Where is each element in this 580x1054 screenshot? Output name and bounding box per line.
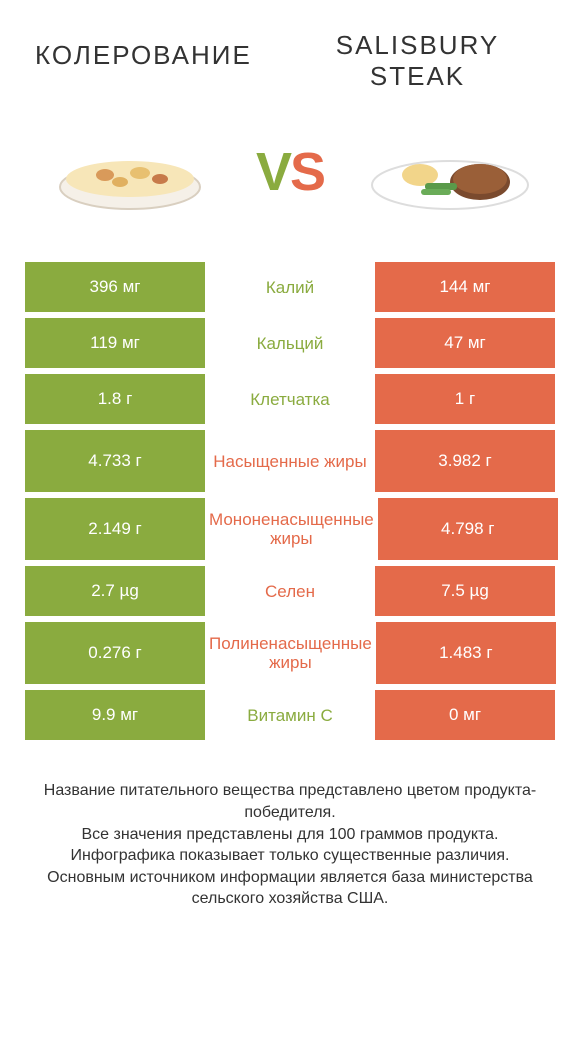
value-right: 1 г (375, 374, 555, 424)
table-row: 2.7 µgСелен7.5 µg (25, 566, 555, 616)
value-left: 396 мг (25, 262, 205, 312)
value-right: 7.5 µg (375, 566, 555, 616)
value-left: 9.9 мг (25, 690, 205, 740)
titles-row: КОЛЕРОВАНИЕ SALISBURY STEAK (25, 30, 555, 92)
vs-v: V (256, 142, 290, 202)
food-image-left (45, 127, 215, 217)
table-row: 4.733 гНасыщенные жиры3.982 г (25, 430, 555, 492)
nutrient-label: Кальций (205, 318, 375, 368)
images-row: VS (25, 127, 555, 217)
footer-line-2: Все значения представлены для 100 граммо… (35, 824, 545, 846)
value-right: 1.483 г (376, 622, 556, 684)
nutrient-label: Мононенасыщенные жиры (205, 498, 378, 560)
value-left: 4.733 г (25, 430, 205, 492)
table-row: 9.9 мгВитамин C0 мг (25, 690, 555, 740)
table-row: 396 мгКалий144 мг (25, 262, 555, 312)
title-right: SALISBURY STEAK (290, 30, 545, 92)
value-right: 0 мг (375, 690, 555, 740)
vs-label: VS (256, 141, 324, 203)
footer-notes: Название питательного вещества представл… (25, 780, 555, 910)
nutrient-label: Полиненасыщенные жиры (205, 622, 376, 684)
nutrient-label: Калий (205, 262, 375, 312)
value-right: 4.798 г (378, 498, 558, 560)
table-row: 119 мгКальций47 мг (25, 318, 555, 368)
nutrient-label: Клетчатка (205, 374, 375, 424)
vs-s: S (290, 142, 324, 202)
nutrient-label: Насыщенные жиры (205, 430, 375, 492)
value-left: 2.149 г (25, 498, 205, 560)
nutrient-table: 396 мгКалий144 мг 119 мгКальций47 мг 1.8 г… (25, 262, 555, 740)
footer-line-4: Основным источником информации является … (35, 867, 545, 910)
footer-line-1: Название питательного вещества представл… (35, 780, 545, 823)
table-row: 1.8 гКлетчатка1 г (25, 374, 555, 424)
casserole-icon (45, 127, 215, 217)
nutrient-label: Селен (205, 566, 375, 616)
value-right: 47 мг (375, 318, 555, 368)
title-left: КОЛЕРОВАНИЕ (35, 30, 290, 71)
steak-plate-icon (365, 127, 535, 217)
value-right: 144 мг (375, 262, 555, 312)
value-left: 119 мг (25, 318, 205, 368)
table-row: 0.276 гПолиненасыщенные жиры1.483 г (25, 622, 555, 684)
footer-line-3: Инфографика показывает только существенн… (35, 845, 545, 867)
value-right: 3.982 г (375, 430, 555, 492)
table-row: 2.149 гМононенасыщенные жиры4.798 г (25, 498, 555, 560)
value-left: 0.276 г (25, 622, 205, 684)
food-image-right (365, 127, 535, 217)
value-left: 2.7 µg (25, 566, 205, 616)
value-left: 1.8 г (25, 374, 205, 424)
nutrient-label: Витамин C (205, 690, 375, 740)
